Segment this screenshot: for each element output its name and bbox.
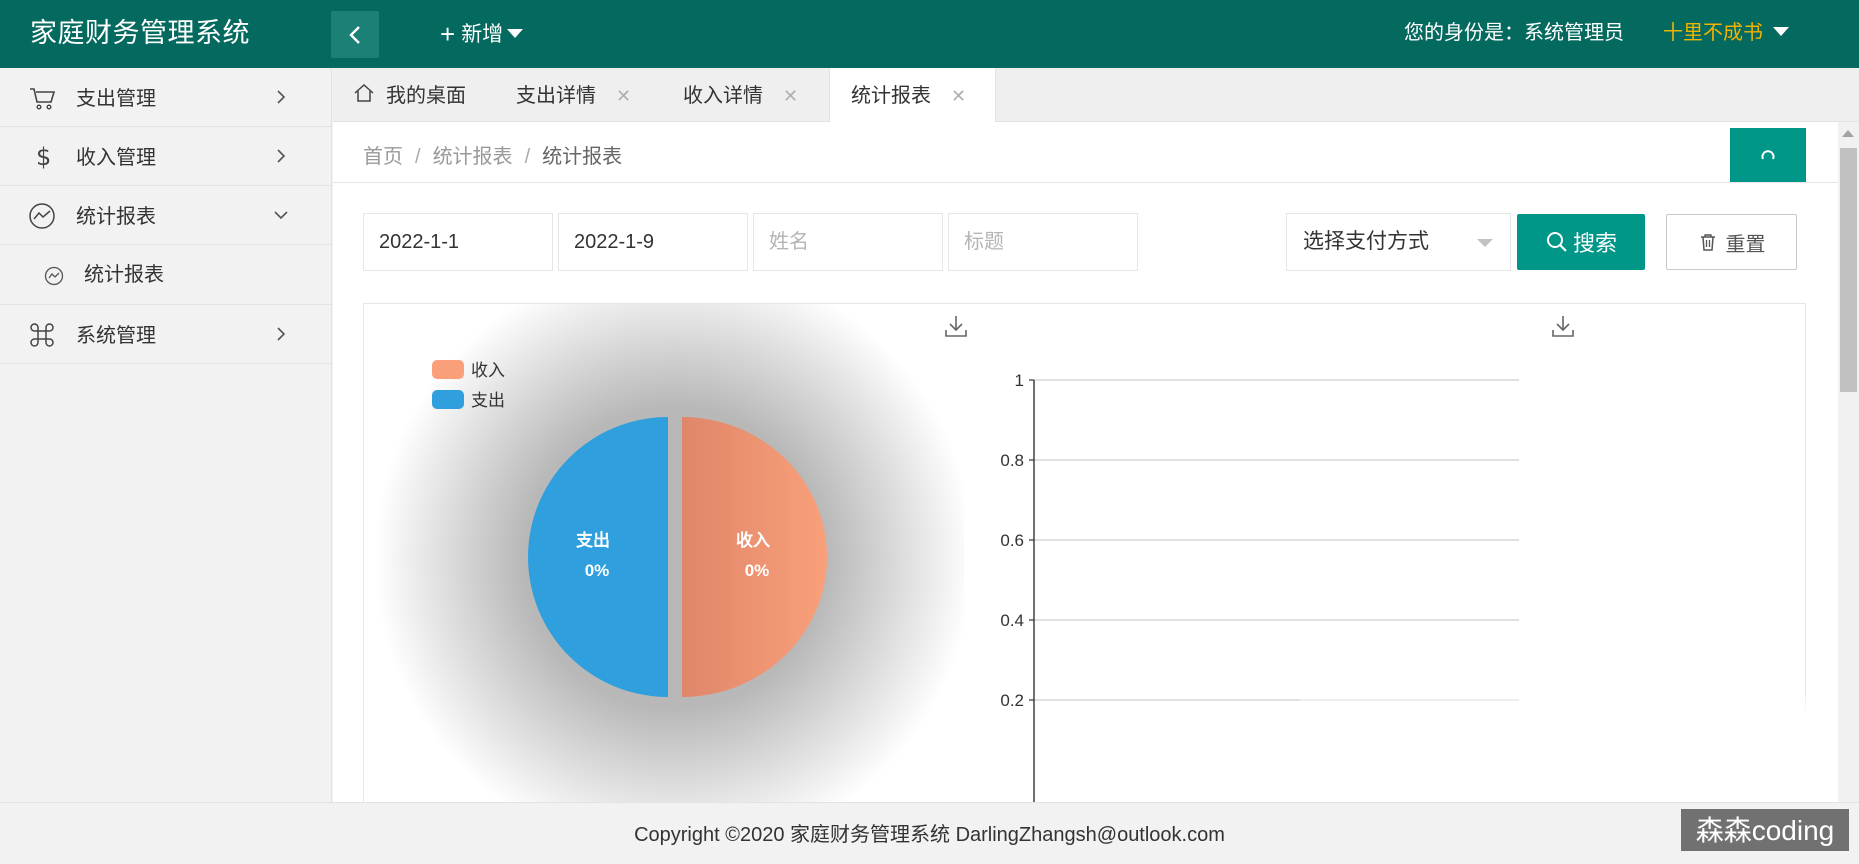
close-icon[interactable]: ✕ (951, 86, 967, 106)
sidebar-subitem-label: 统计报表 (84, 264, 164, 286)
plus-icon: + (440, 19, 456, 49)
download-icon[interactable] (943, 313, 969, 339)
svg-text:$: $ (36, 143, 51, 171)
close-icon[interactable]: ✕ (783, 86, 799, 106)
user-menu[interactable]: 十里不成书 (1663, 0, 1789, 68)
footer: Copyright ©2020 家庭财务管理系统 DarlingZhangsh@… (0, 802, 1859, 864)
sidebar-toggle-button[interactable] (331, 11, 379, 58)
tab-income-detail[interactable]: 收入详情 ✕ (683, 68, 808, 122)
main-content: 首页 / 统计报表 / 统计报表 选择支付方式 搜索 重置 (333, 122, 1838, 823)
breadcrumb-current: 统计报表 (542, 146, 623, 168)
user-name: 十里不成书 (1663, 22, 1763, 44)
command-icon (30, 323, 54, 347)
tab-label: 我的桌面 (386, 85, 466, 107)
breadcrumb-separator: / (415, 146, 421, 168)
search-icon (1546, 232, 1567, 252)
trend-icon (29, 203, 55, 229)
scrollbar-thumb[interactable] (1840, 148, 1857, 392)
sidebar-item-label: 系统管理 (76, 325, 156, 347)
payment-method-value: 选择支付方式 (1303, 230, 1429, 253)
y-tick-label: 1 (1015, 371, 1024, 390)
tab-label: 支出详情 (516, 85, 596, 107)
y-tick-label: 0.6 (1000, 531, 1024, 550)
tab-expense-detail[interactable]: 支出详情 ✕ (516, 68, 641, 122)
caret-down-icon (507, 29, 524, 38)
legend-income-label: 收入 (471, 361, 505, 380)
pie-percent-expense: 0% (585, 561, 610, 580)
y-tick-label: 0.2 (1000, 691, 1024, 710)
legend-expense[interactable]: 支出 (432, 390, 505, 410)
dollar-icon: $ (36, 143, 51, 171)
close-icon[interactable]: ✕ (616, 86, 632, 106)
end-date-input[interactable] (558, 213, 748, 271)
scroll-up-icon[interactable] (1842, 130, 1854, 137)
pie-slice-expense[interactable] (528, 417, 668, 697)
new-menu-label: 新增 (461, 23, 504, 46)
reset-button-label: 重置 (1725, 233, 1766, 256)
tab-label: 统计报表 (851, 85, 931, 107)
tab-report[interactable]: 统计报表 ✕ (829, 68, 996, 122)
sidebar: 支出管理 $ 收入管理 统计报表 统计报表 系统管理 (0, 68, 332, 802)
trend-icon (44, 266, 64, 286)
trash-icon (1700, 234, 1715, 251)
search-button[interactable]: 搜索 (1517, 214, 1645, 270)
chevron-right-icon (277, 149, 286, 163)
chevron-right-icon (277, 327, 286, 341)
tab-label: 收入详情 (683, 85, 763, 107)
breadcrumb: 首页 / 统计报表 / 统计报表 (363, 140, 622, 169)
sidebar-item-label: 支出管理 (76, 88, 156, 110)
sidebar-item-expense[interactable]: 支出管理 (0, 68, 331, 127)
breadcrumb-section[interactable]: 统计报表 (432, 146, 513, 168)
new-menu-button[interactable]: + 新增 (440, 0, 524, 68)
legend-expense-label: 支出 (471, 391, 505, 410)
download-icon[interactable] (1550, 313, 1576, 339)
tab-home[interactable]: 我的桌面 (353, 68, 483, 122)
search-button-label: 搜索 (1572, 231, 1617, 256)
app-logo-title: 家庭财务管理系统 (30, 18, 250, 48)
breadcrumb-home[interactable]: 首页 (363, 146, 403, 168)
chevron-down-icon (274, 211, 288, 220)
pie-chart: 收入 支出 收入 0% 支出 0% (374, 304, 964, 822)
legend-income[interactable]: 收入 (432, 360, 505, 380)
legend-expense-swatch (432, 390, 464, 409)
tab-bar: 我的桌面 支出详情 ✕ 收入详情 ✕ 统计报表 ✕ (333, 68, 1859, 122)
bottom-fade-overlay (1300, 690, 1838, 802)
refresh-icon (1761, 149, 1775, 159)
pie-label-income: 收入 (736, 530, 770, 550)
divider (333, 182, 1838, 183)
pie-percent-income: 0% (745, 561, 770, 580)
cart-icon (30, 88, 56, 110)
chart-panel: 收入 支出 收入 0% 支出 0% 0.2 0.4 0.6 0.8 1 (363, 303, 1806, 823)
sidebar-item-report[interactable]: 统计报表 (0, 186, 331, 245)
name-input[interactable] (753, 213, 943, 271)
breadcrumb-separator: / (524, 146, 531, 168)
start-date-input[interactable] (363, 213, 553, 271)
sidebar-item-system[interactable]: 系统管理 (0, 305, 331, 364)
sidebar-item-label: 统计报表 (76, 206, 156, 228)
sidebar-item-income[interactable]: $ 收入管理 (0, 127, 331, 186)
chevron-left-icon (349, 25, 360, 44)
watermark: 森森coding (1681, 809, 1849, 851)
y-tick-label: 0.8 (1000, 451, 1024, 470)
payment-method-select[interactable]: 选择支付方式 (1286, 213, 1511, 271)
pie-slice-income[interactable] (682, 417, 827, 697)
reset-button[interactable]: 重置 (1666, 214, 1797, 270)
chevron-right-icon (277, 90, 286, 104)
home-icon (354, 83, 374, 102)
title-input[interactable] (948, 213, 1138, 271)
copyright-text: Copyright ©2020 家庭财务管理系统 DarlingZhangsh@… (634, 824, 1225, 846)
caret-down-icon (1773, 27, 1789, 36)
sidebar-item-label: 收入管理 (76, 147, 156, 169)
vertical-scrollbar[interactable] (1838, 122, 1859, 802)
pie-shadow (374, 304, 964, 822)
bar-chart: 0.2 0.4 0.6 0.8 1 (1000, 371, 1519, 822)
legend-income-swatch (432, 360, 464, 379)
sidebar-subitem-report[interactable]: 统计报表 (0, 245, 331, 305)
refresh-button[interactable] (1730, 128, 1806, 183)
top-header: 家庭财务管理系统 + 新增 您的身份是：系统管理员 十里不成书 (0, 0, 1859, 68)
y-tick-label: 0.4 (1000, 611, 1024, 630)
identity-text: 您的身份是：系统管理员 (1404, 22, 1624, 44)
pie-label-expense: 支出 (576, 530, 610, 550)
caret-down-icon (1477, 239, 1493, 247)
